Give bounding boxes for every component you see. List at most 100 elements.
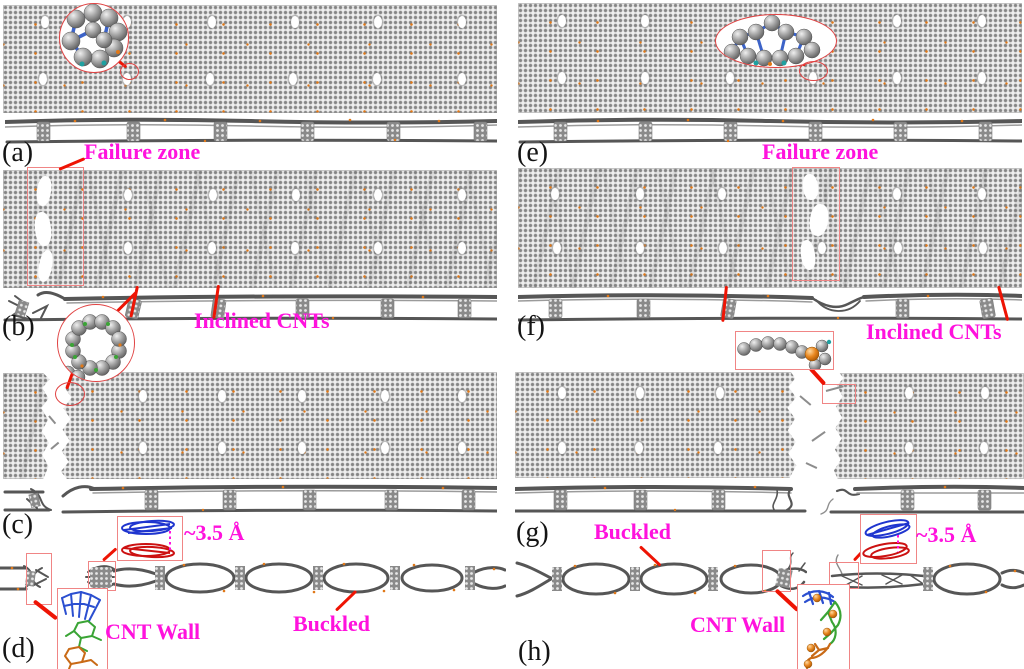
panel-label-c: (c) [2, 509, 34, 540]
lattice-hole [558, 72, 566, 84]
zoom-inset-lattice-e [715, 14, 837, 68]
annotation-buckled-h: Buckled [594, 519, 672, 544]
defect-marker-e [799, 61, 828, 81]
lattice-hole [635, 442, 643, 454]
lattice-hole [218, 442, 226, 454]
lattice-hole [981, 387, 989, 399]
sheet-c-side-view [3, 484, 497, 514]
lattice-hole [978, 188, 986, 200]
sheet-b-top-view [3, 170, 497, 288]
fracture-wisp [805, 462, 818, 469]
fracture-wisp [811, 431, 826, 442]
interlayer-spacing-inset-d [117, 516, 183, 561]
annotation-inclined-cnts-b: Inclined CNTs [194, 308, 330, 333]
failure-zone-box-b [27, 167, 84, 286]
lattice-hole [818, 242, 826, 254]
lattice-hole [381, 442, 389, 454]
panel-label-a: (a) [2, 137, 34, 168]
lattice-hole [289, 73, 297, 85]
lattice-hole [458, 16, 466, 28]
lattice-hole [124, 242, 132, 254]
lattice-hole [978, 72, 986, 84]
annotation-failure-zone-a: Failure zone [84, 139, 201, 164]
lattice-hole [558, 15, 566, 27]
highlight-box-chain-start-d [88, 561, 116, 591]
lattice-hole [298, 442, 306, 454]
lattice-hole [41, 16, 49, 28]
cnt-stub-d [0, 565, 49, 591]
zoom-inset-ring-b [57, 304, 135, 382]
cnt-wall-inset-h [797, 584, 850, 669]
lattice-hole [714, 442, 722, 454]
lattice-hole [458, 189, 466, 201]
zoom-inset-bond-chain-f [735, 331, 834, 370]
annotation-failure-zone-f: Failure zone [762, 139, 879, 164]
sheet-f-top-view [518, 168, 1022, 288]
highlight-box-stub-d [26, 553, 52, 605]
lattice-hole [374, 16, 382, 28]
lattice-hole [218, 390, 226, 402]
fracture-wisp [799, 395, 812, 406]
lattice-hole [553, 242, 561, 254]
lattice-hole [209, 189, 217, 201]
defect-marker-a [120, 63, 139, 80]
sheet-c-top-view [60, 372, 497, 479]
lattice-hole [123, 16, 131, 28]
lattice-hole [374, 242, 382, 254]
panel-label-g: (g) [516, 517, 549, 548]
lattice-hole [894, 242, 902, 254]
sheet-g-right-top-view [833, 373, 1024, 479]
lattice-hole [719, 242, 727, 254]
lattice-hole [374, 189, 382, 201]
sheet-a-side-view [5, 117, 497, 144]
highlight-box-bond-chain-g [822, 384, 856, 404]
sheet-g-left-top-view [515, 372, 797, 478]
sheet-c-left-fragment [3, 373, 50, 479]
panel-label-h: (h) [518, 636, 551, 667]
lattice-hole [458, 390, 466, 402]
buckled-cnt-chain-h-left [515, 552, 807, 598]
lattice-hole [208, 16, 216, 28]
panel-label-e: (e) [517, 137, 549, 168]
sheet-e-side-view [518, 117, 1022, 144]
lattice-hole [206, 73, 214, 85]
lattice-hole [980, 442, 988, 454]
lattice-hole [139, 390, 147, 402]
failure-zone-box-f [792, 167, 840, 281]
lattice-hole [893, 15, 901, 27]
lattice-hole [381, 390, 389, 402]
lattice-hole [978, 15, 986, 27]
lattice-hole [458, 73, 466, 85]
panel-label-d: (d) [2, 633, 35, 664]
buckled-cnt-chain-d [85, 562, 506, 594]
cnt-wall-inset-d [57, 588, 108, 669]
annotation-cnt-wall-h: CNT Wall [690, 612, 786, 637]
lattice-hole [458, 242, 466, 254]
lattice-hole [905, 387, 913, 399]
fracture-wisp [48, 415, 57, 425]
lattice-hole [718, 188, 726, 200]
fracture-wisp [50, 441, 60, 450]
lattice-hole [893, 72, 901, 84]
lattice-hole [292, 189, 300, 201]
lattice-hole [636, 242, 644, 254]
lattice-hole [124, 189, 132, 201]
lattice-hole [636, 387, 644, 399]
lattice-hole [641, 15, 649, 27]
annotation-spacing-d: ~3.5 Å [184, 520, 245, 545]
lattice-hole [291, 16, 299, 28]
panel-label-b: (b) [2, 311, 35, 342]
lattice-hole [558, 387, 566, 399]
lattice-hole [893, 188, 901, 200]
lattice-hole [636, 188, 644, 200]
panel-label-f: (f) [517, 311, 545, 342]
lattice-hole [726, 72, 734, 84]
lattice-hole [458, 442, 466, 454]
annotation-buckled-d: Buckled [293, 611, 371, 636]
annotation-inclined-cnts-f: Inclined CNTs [866, 319, 1002, 344]
zoom-inset-lattice-a [59, 3, 129, 73]
lattice-hole [558, 442, 566, 454]
lattice-hole [291, 242, 299, 254]
lattice-hole [298, 390, 306, 402]
